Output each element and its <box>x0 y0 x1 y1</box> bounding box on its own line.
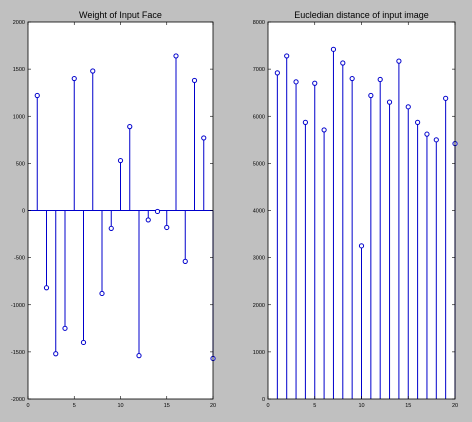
c1-y-tick-label: 1000 <box>253 350 265 356</box>
c0-y-tick-label: 0 <box>22 209 25 215</box>
c1-stem-marker <box>284 53 290 59</box>
c0-stem-marker <box>53 351 59 357</box>
chart-weight-of-input-face: Weight of Input Face -2000 -1500 -1000 -500 0… <box>11 10 216 409</box>
c1-x-tick-label: 20 <box>452 403 458 409</box>
c1-stem-marker <box>312 80 318 86</box>
c1-stem-marker <box>340 60 346 66</box>
c0-y-tick-label: 1000 <box>13 114 25 120</box>
c1-y-tick-label: 5000 <box>253 161 265 167</box>
c0-stem-marker <box>201 135 207 141</box>
c1-x-tick-label: 15 <box>405 403 411 409</box>
c1-y-tick-label: 3000 <box>253 256 265 262</box>
c1-stem-marker <box>358 243 365 249</box>
c0-title: Weight of Input Face <box>79 10 162 20</box>
c0-y-tick-label: -500 <box>14 256 25 262</box>
c1-y-tick-label: 7000 <box>253 67 265 73</box>
c0-x-tick-label: 20 <box>210 403 216 409</box>
c1-y-tick-label: 8000 <box>253 20 265 26</box>
c1-stem-marker <box>302 119 308 125</box>
c1-stem-marker <box>386 99 393 105</box>
c0-y-tick-label: 500 <box>16 161 25 167</box>
c0-x-tick-label: 15 <box>164 403 170 409</box>
c0-stem-marker <box>127 124 133 130</box>
c0-y-tick-label: -1500 <box>11 350 25 356</box>
c0-stem-marker <box>34 92 40 99</box>
c0-stem-marker <box>80 339 87 346</box>
c0-y-tick-label: -2000 <box>11 397 25 403</box>
c1-stem-marker <box>424 131 430 137</box>
c1-y-tick-label: 0 <box>262 397 265 403</box>
c0-stem-marker <box>136 353 142 359</box>
c1-x-tick-label: 5 <box>313 403 316 409</box>
c0-x-tick-label: 0 <box>26 403 29 409</box>
c0-stem-marker <box>62 325 68 331</box>
c0-stem-marker <box>71 75 77 82</box>
c1-stem-marker <box>349 75 355 82</box>
c0-y-tick-label: 2000 <box>13 20 25 26</box>
c1-x-tick-label: 0 <box>266 403 269 409</box>
c0-x-tick-label: 5 <box>73 403 76 409</box>
c1-y-tick-label: 2000 <box>253 303 265 309</box>
c1-stem-marker <box>330 46 337 52</box>
c1-stem-marker <box>321 127 327 133</box>
c1-stem-marker <box>443 95 449 101</box>
c0-x-tick-label: 10 <box>117 403 123 409</box>
c0-stem-marker <box>90 68 96 74</box>
c0-y-tick-label: -1000 <box>11 303 25 309</box>
c0-stem-marker <box>145 217 151 223</box>
c1-stem-marker <box>377 76 383 83</box>
c0-stem-marker <box>154 208 161 215</box>
c1-stem-marker <box>368 92 374 99</box>
c1-stem-marker <box>396 58 402 64</box>
c1-stem-marker <box>293 79 299 85</box>
c0-stem-marker <box>117 157 124 164</box>
c1-title: Eucledian distance of input image <box>294 10 429 20</box>
c0-y-tick-label: 1500 <box>13 67 25 73</box>
c0-stem-marker <box>173 53 179 59</box>
c1-stem-marker <box>433 137 439 143</box>
c0-stem-marker <box>43 285 50 291</box>
c0-stem-marker <box>191 77 198 84</box>
chart-eucledian-distance: Eucledian distance of input image 0 1000 20… <box>253 10 458 409</box>
c0-stem-marker <box>108 225 114 232</box>
c1-stem-marker <box>405 104 411 110</box>
c0-stem-marker <box>99 290 105 297</box>
c1-y-tick-label: 6000 <box>253 114 265 120</box>
c1-stem-marker <box>415 119 421 125</box>
c1-y-tick-label: 4000 <box>253 209 265 215</box>
c1-x-tick-label: 10 <box>358 403 364 409</box>
c0-stem-marker <box>164 224 170 231</box>
c1-stem-marker <box>274 70 280 76</box>
c0-stem-marker <box>182 258 188 264</box>
